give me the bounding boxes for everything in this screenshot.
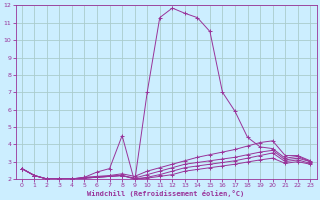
X-axis label: Windchill (Refroidissement éolien,°C): Windchill (Refroidissement éolien,°C)	[87, 190, 245, 197]
